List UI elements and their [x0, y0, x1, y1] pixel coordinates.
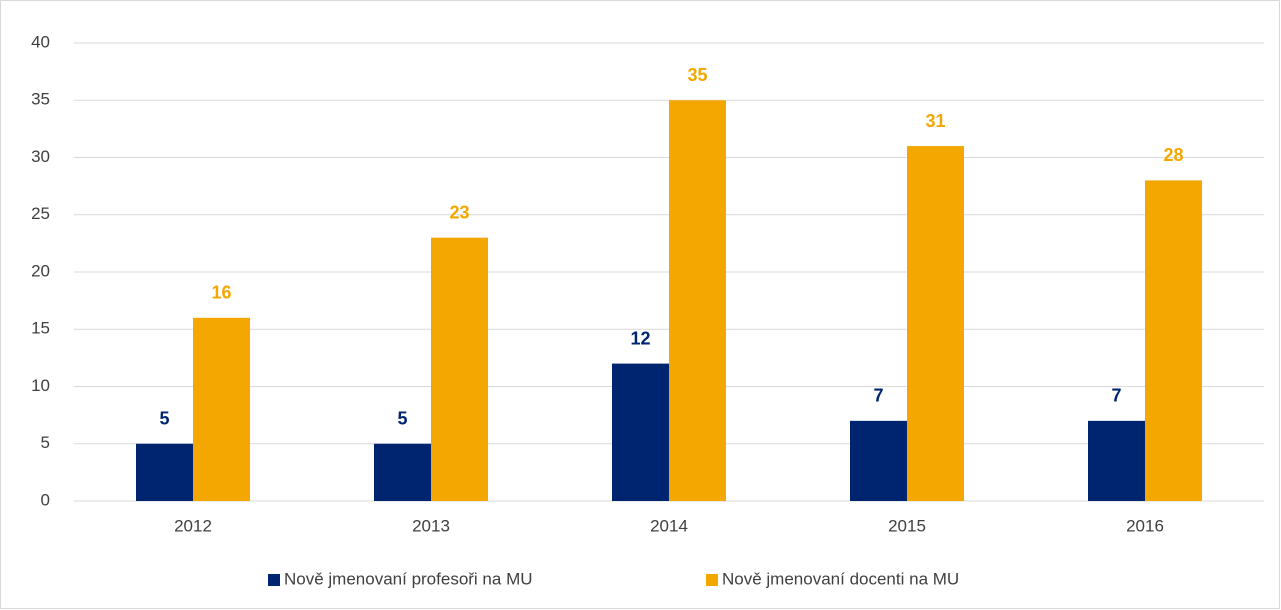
bar	[907, 146, 964, 502]
x-tick-label: 2016	[1126, 516, 1164, 535]
bar	[374, 443, 431, 501]
data-label: 16	[211, 283, 231, 303]
x-tick-label: 2014	[650, 516, 688, 535]
bar	[136, 443, 193, 501]
x-tick-label: 2012	[174, 516, 212, 535]
bar	[669, 100, 726, 501]
data-label: 23	[449, 202, 469, 222]
data-label: 7	[873, 386, 883, 406]
data-label: 7	[1111, 386, 1121, 406]
y-tick-label: 0	[41, 490, 50, 509]
y-tick-label: 25	[31, 204, 50, 223]
legend-label: Nově jmenovaní profesoři na MU	[284, 569, 533, 588]
bar	[850, 420, 907, 501]
legend-swatch	[268, 574, 280, 586]
y-tick-label: 15	[31, 319, 50, 338]
x-tick-label: 2015	[888, 516, 926, 535]
data-label: 35	[687, 65, 707, 85]
y-tick-label: 35	[31, 90, 50, 109]
data-label: 5	[397, 409, 407, 429]
data-label: 12	[630, 328, 650, 348]
y-tick-label: 10	[31, 376, 50, 395]
y-tick-label: 20	[31, 261, 50, 280]
y-tick-label: 30	[31, 147, 50, 166]
bar	[193, 317, 250, 501]
bar	[431, 237, 488, 501]
legend-swatch	[706, 574, 718, 586]
y-tick-label: 5	[41, 433, 50, 452]
bar	[1145, 180, 1202, 501]
data-label: 28	[1163, 145, 1183, 165]
y-tick-label: 40	[31, 32, 50, 51]
bar	[612, 363, 669, 501]
data-label: 5	[159, 409, 169, 429]
bar	[1088, 420, 1145, 501]
legend-label: Nově jmenovaní docenti na MU	[722, 569, 959, 588]
x-tick-label: 2013	[412, 516, 450, 535]
data-label: 31	[925, 111, 945, 131]
